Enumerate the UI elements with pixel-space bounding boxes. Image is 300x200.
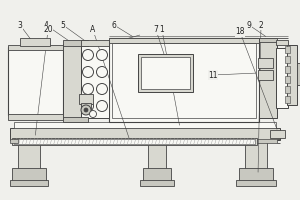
Bar bbox=[63, 44, 81, 118]
Bar bbox=[81, 103, 91, 112]
Text: 11: 11 bbox=[208, 71, 218, 79]
Bar bbox=[285, 66, 290, 73]
Bar bbox=[148, 138, 166, 170]
Bar bbox=[285, 56, 290, 63]
Bar bbox=[14, 139, 255, 144]
Text: 5: 5 bbox=[61, 21, 65, 29]
Bar bbox=[258, 70, 273, 80]
Bar bbox=[109, 38, 259, 43]
Text: 2: 2 bbox=[259, 21, 263, 29]
Bar bbox=[12, 138, 257, 145]
Bar bbox=[10, 180, 48, 186]
Text: 7: 7 bbox=[154, 25, 158, 34]
Bar bbox=[141, 57, 190, 89]
Bar bbox=[20, 38, 50, 46]
Bar bbox=[285, 76, 290, 83]
Bar bbox=[18, 135, 40, 170]
Text: 3: 3 bbox=[18, 21, 22, 29]
Circle shape bbox=[82, 66, 94, 77]
Text: A: A bbox=[90, 25, 96, 34]
Bar bbox=[109, 40, 259, 122]
Bar bbox=[276, 48, 288, 108]
Circle shape bbox=[97, 49, 107, 60]
Bar bbox=[143, 168, 171, 182]
Bar bbox=[245, 138, 267, 170]
Bar bbox=[285, 86, 290, 93]
Bar bbox=[63, 117, 88, 122]
Circle shape bbox=[97, 100, 107, 112]
Circle shape bbox=[82, 100, 94, 112]
Bar bbox=[12, 168, 46, 182]
Bar bbox=[140, 180, 174, 186]
Text: 6: 6 bbox=[112, 21, 116, 29]
Bar bbox=[276, 40, 288, 45]
Bar bbox=[81, 44, 109, 118]
Bar bbox=[259, 38, 277, 42]
Bar bbox=[270, 130, 285, 138]
Text: 20: 20 bbox=[43, 25, 53, 34]
Bar bbox=[112, 43, 256, 118]
Circle shape bbox=[84, 108, 88, 112]
Bar bbox=[239, 168, 273, 182]
Bar bbox=[287, 45, 297, 105]
Bar bbox=[8, 114, 63, 120]
Bar bbox=[8, 47, 63, 115]
Bar bbox=[138, 54, 193, 92]
Bar bbox=[285, 96, 290, 103]
Bar bbox=[297, 63, 300, 85]
Circle shape bbox=[97, 84, 107, 95]
Bar bbox=[257, 139, 277, 143]
Bar bbox=[8, 45, 63, 50]
Bar bbox=[236, 180, 276, 186]
Bar bbox=[10, 128, 280, 140]
Bar bbox=[63, 40, 88, 46]
Bar bbox=[81, 40, 109, 46]
Text: 1: 1 bbox=[160, 25, 164, 34]
Circle shape bbox=[82, 84, 94, 95]
Bar bbox=[14, 122, 276, 128]
Circle shape bbox=[82, 49, 94, 60]
Bar bbox=[285, 46, 290, 53]
Circle shape bbox=[89, 110, 97, 117]
Circle shape bbox=[81, 105, 91, 115]
Bar bbox=[259, 40, 277, 118]
Text: 4: 4 bbox=[44, 21, 48, 29]
Circle shape bbox=[97, 66, 107, 77]
Text: 9: 9 bbox=[247, 21, 251, 29]
Bar bbox=[10, 139, 18, 143]
Bar bbox=[258, 58, 273, 68]
Bar bbox=[79, 94, 93, 104]
Text: 18: 18 bbox=[235, 27, 245, 36]
